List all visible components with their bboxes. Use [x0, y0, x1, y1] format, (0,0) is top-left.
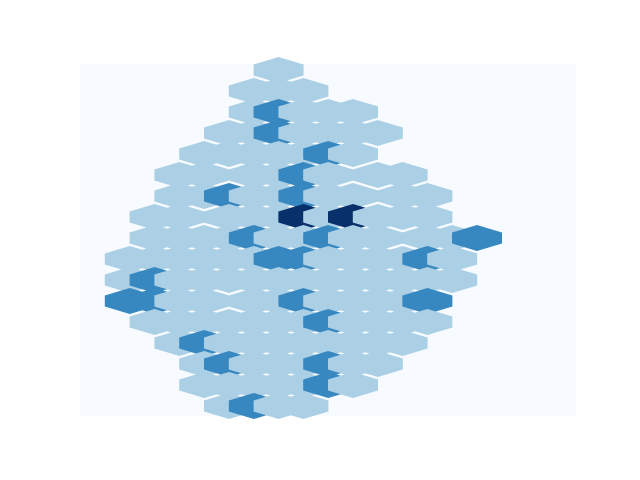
hexbin-cell	[179, 162, 230, 188]
hexbin-cell	[328, 183, 378, 209]
hexbin-cell	[377, 330, 428, 356]
hexbin-cell	[328, 99, 378, 125]
hexbin-cell	[352, 120, 403, 146]
hexbin-cell	[253, 57, 304, 83]
hexbin-cell	[179, 288, 230, 314]
hexbin-cell	[377, 162, 428, 188]
hexbin-cell	[278, 78, 329, 104]
hexbin-cell	[402, 183, 453, 209]
hexbin-cell	[352, 225, 403, 251]
hexbin-cell	[303, 162, 354, 188]
hexbin-cells	[104, 57, 502, 419]
hexbin-cell	[278, 393, 329, 419]
hexbin-cell	[352, 351, 403, 377]
hexbin-cell	[427, 267, 478, 293]
hexbin-cell	[402, 204, 453, 230]
hexbin-cell	[402, 288, 453, 314]
hexbin-cell	[154, 204, 205, 230]
hexbin-cell	[328, 141, 378, 167]
hexbin-cell	[427, 246, 478, 272]
hexbin-cell	[452, 225, 502, 251]
hexbin-cell	[402, 309, 453, 335]
hexbin-cell	[328, 372, 378, 398]
